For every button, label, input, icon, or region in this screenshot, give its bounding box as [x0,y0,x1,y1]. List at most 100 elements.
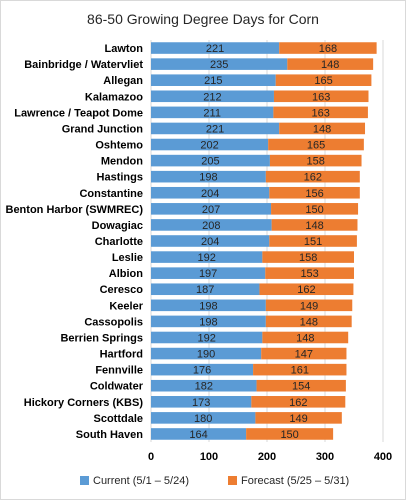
bar-forecast [246,428,334,440]
data-label-current: 198 [199,300,217,312]
bar-forecast [269,235,357,247]
data-label-forecast: 148 [313,123,331,135]
category-label: Coldwater [90,381,144,393]
category-label: Cassopolis [84,316,143,328]
data-label-forecast: 154 [292,381,310,393]
category-label: Hastings [97,172,143,184]
bar-current [151,170,266,183]
data-label-forecast: 151 [304,236,322,248]
bar-forecast [255,412,342,424]
data-label-forecast: 148 [300,316,318,328]
category-label: Bainbridge / Watervliet [24,59,143,71]
data-label-current: 208 [202,220,220,232]
bar-current [151,315,266,328]
bar-current [151,363,254,376]
bar-forecast [273,90,369,103]
bar-forecast [287,58,374,70]
x-tick-label-100: 100 [200,451,218,463]
data-label-current: 198 [199,172,217,184]
category-label: Leslie [112,252,143,264]
bar-current [151,90,274,103]
data-label-forecast: 153 [300,268,318,280]
bar-forecast [262,331,349,344]
data-label-current: 198 [199,316,217,328]
chart-title: 86-50 Growing Degree Days for Corn [87,11,319,27]
bar-current [151,428,247,440]
legend-swatch-forecast [228,476,237,485]
category-label: Constantine [79,188,143,200]
data-label-forecast: 163 [312,91,330,103]
bar-forecast [275,74,372,86]
bar-forecast [256,379,346,392]
data-label-current: 176 [193,365,211,377]
data-label-current: 192 [198,252,216,264]
category-label: Keeler [109,300,143,312]
category-label: Dowagiac [92,220,143,232]
data-label-current: 204 [201,188,219,200]
category-label: Lawton [105,43,144,55]
bar-current [151,412,256,424]
data-label-forecast: 162 [289,397,307,409]
data-label-forecast: 162 [297,284,315,296]
bar-current [151,396,252,408]
category-label: Fennville [95,365,143,377]
bar-forecast [253,363,347,376]
data-label-current: 192 [198,332,216,344]
category-label: Albion [109,268,143,280]
bar-forecast [262,251,354,263]
legend-label-forecast: Forecast (5/25 – 5/31) [241,475,349,487]
bar-current [151,251,263,263]
bar-current [151,122,280,135]
legend-swatch-current [80,476,89,485]
data-label-current: 207 [202,204,220,216]
data-label-current: 197 [199,268,217,280]
bar-forecast [271,219,358,231]
bar-current [151,235,270,247]
data-label-current: 211 [203,107,221,119]
bar-forecast [265,170,360,183]
data-label-current: 204 [201,236,219,248]
bar-current [151,219,272,231]
bar-current [151,267,266,279]
bar-forecast [265,299,353,312]
data-label-forecast: 161 [291,365,309,377]
category-label: Ceresco [100,284,144,296]
legend-label-current: Current (5/1 – 5/24) [93,475,189,487]
x-tick-label-400: 400 [374,451,392,463]
bar-forecast [269,186,360,199]
bar-current [151,331,263,344]
data-label-forecast: 165 [314,75,332,87]
data-label-forecast: 148 [321,59,339,71]
bar-forecast [271,203,359,215]
category-label: Grand Junction [62,123,144,135]
data-label-current: 187 [196,284,214,296]
bar-current [151,74,276,86]
category-label: Benton Harbor (SWMREC) [6,204,144,216]
data-label-forecast: 150 [305,204,323,216]
data-label-forecast: 158 [307,156,325,168]
data-label-current: 205 [201,156,219,168]
data-label-current: 164 [189,429,207,441]
data-label-forecast: 162 [304,172,322,184]
bar-current [151,138,269,151]
bar-current [151,299,266,312]
category-label: Charlotte [95,236,143,248]
bar-current [151,347,262,360]
bar-current [151,154,270,167]
bar-forecast [251,396,346,408]
bar-forecast [265,315,352,328]
data-label-forecast: 163 [311,107,329,119]
data-label-forecast: 150 [280,429,298,441]
data-label-current: 202 [200,140,218,152]
data-label-forecast: 156 [305,188,323,200]
bar-current [151,106,274,119]
bar-forecast [265,267,354,279]
data-label-forecast: 149 [289,413,307,425]
data-label-current: 235 [210,59,228,71]
category-label: South Haven [76,429,144,441]
bar-current [151,186,270,199]
bar-forecast [268,138,364,151]
category-label: Mendon [101,156,143,168]
bar-forecast [261,347,347,360]
